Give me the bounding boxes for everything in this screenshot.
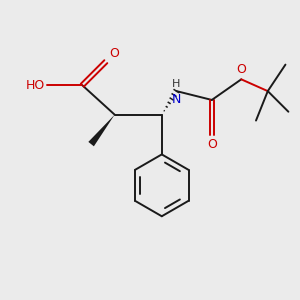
- Text: H: H: [172, 79, 181, 89]
- Text: O: O: [236, 63, 246, 76]
- Text: O: O: [109, 47, 119, 60]
- Text: HO: HO: [26, 79, 46, 92]
- Text: N: N: [172, 93, 181, 106]
- Text: O: O: [207, 138, 217, 151]
- Polygon shape: [88, 115, 115, 146]
